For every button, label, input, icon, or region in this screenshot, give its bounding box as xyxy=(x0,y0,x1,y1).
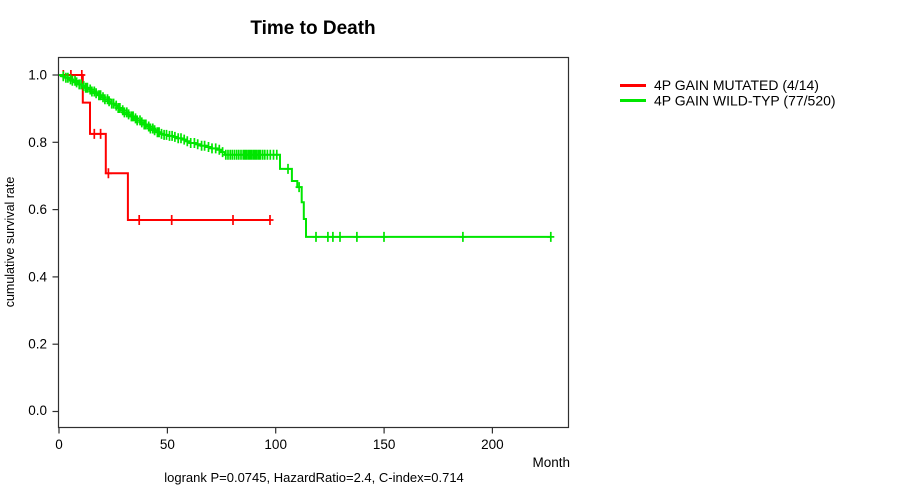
survival-curve-wildtype xyxy=(59,74,551,238)
plot-box xyxy=(57,56,570,429)
y-tick-label: 0.2 xyxy=(28,337,47,352)
y-axis-label: cumulative survival rate xyxy=(3,177,17,308)
x-axis-label: Month xyxy=(532,455,570,470)
legend-label-wildtype: 4P GAIN WILD-TYP (77/520) xyxy=(654,93,836,109)
y-axis-tick-labels: 1.0 0.8 0.6 0.4 0.2 0.0 xyxy=(28,68,47,419)
y-tick-label: 0.0 xyxy=(28,403,47,418)
y-tick-label: 0.4 xyxy=(28,269,47,284)
y-tick-label: 0.8 xyxy=(28,135,47,150)
stats-caption: logrank P=0.0745, HazardRatio=2.4, C-ind… xyxy=(164,470,464,485)
x-axis-tick-labels: 0 50 100 150 200 xyxy=(55,437,503,452)
x-tick-label: 50 xyxy=(160,437,175,452)
survival-curve-mutated xyxy=(59,74,270,221)
x-tick-label: 0 xyxy=(55,437,63,452)
x-tick-label: 200 xyxy=(481,437,504,452)
x-axis-ticks xyxy=(58,427,493,434)
y-axis-ticks xyxy=(52,74,59,413)
y-tick-label: 0.6 xyxy=(28,202,47,217)
x-tick-label: 150 xyxy=(373,437,396,452)
y-tick-label: 1.0 xyxy=(28,68,47,83)
chart-title: Time to Death xyxy=(250,18,375,39)
legend-label-mutated: 4P GAIN MUTATED (4/14) xyxy=(654,77,819,93)
censor-marks-wildtype xyxy=(59,71,555,242)
x-tick-label: 100 xyxy=(264,437,287,452)
survival-curves xyxy=(59,70,555,242)
legend: 4P GAIN MUTATED (4/14) 4P GAIN WILD-TYP … xyxy=(620,77,836,109)
